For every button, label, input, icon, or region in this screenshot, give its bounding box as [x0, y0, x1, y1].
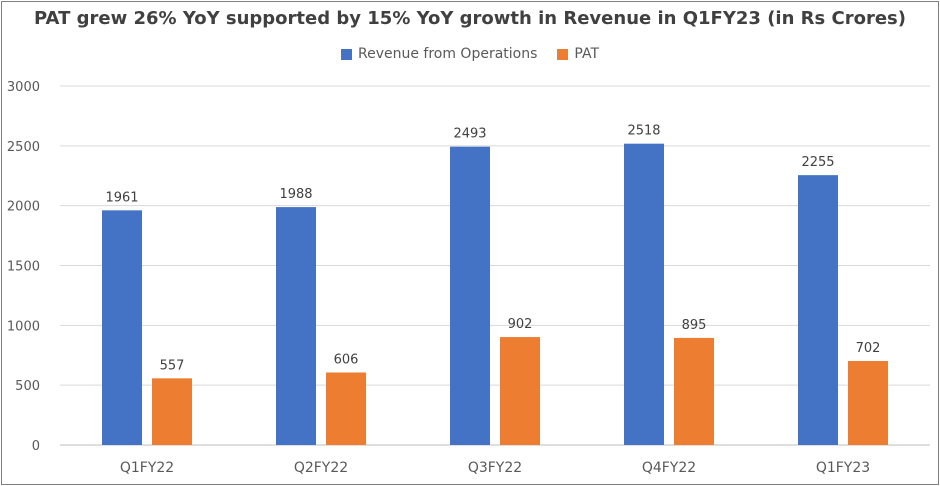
data-label-revenue: 1961 [105, 190, 138, 205]
bar-revenue [276, 207, 316, 445]
legend-swatch-pat [557, 48, 569, 60]
chart-legend: Revenue from Operations PAT [0, 46, 940, 62]
bar-pat [674, 337, 714, 445]
data-label-pat: 895 [682, 318, 707, 333]
x-tick-label: Q1FY22 [120, 460, 174, 476]
data-label-revenue: 1988 [279, 187, 312, 202]
data-label-revenue: 2255 [801, 155, 834, 170]
y-tick-label: 1000 [7, 319, 40, 334]
bar-pat [848, 360, 888, 445]
y-tick-label: 2500 [7, 140, 40, 155]
bar-pat [500, 337, 540, 445]
legend-item-revenue: Revenue from Operations [340, 46, 538, 62]
data-label-pat: 702 [856, 341, 881, 356]
bar-revenue [102, 210, 142, 445]
data-label-revenue: 2493 [453, 127, 486, 142]
legend-label-pat: PAT [574, 46, 599, 62]
x-tick-label: Q4FY22 [642, 460, 696, 476]
bar-pat [152, 378, 192, 445]
y-tick-label: 0 [32, 439, 40, 454]
data-label-pat: 902 [508, 317, 533, 332]
legend-item-pat: PAT [557, 46, 599, 62]
y-tick-label: 500 [15, 379, 40, 394]
data-label-revenue: 2518 [627, 124, 660, 139]
chart-title: PAT grew 26% YoY supported by 15% YoY gr… [34, 8, 906, 29]
bar-revenue [450, 146, 490, 445]
legend-label-revenue: Revenue from Operations [357, 46, 538, 62]
y-tick-label: 1500 [7, 260, 40, 275]
x-tick-label: Q1FY23 [816, 460, 870, 476]
y-tick-label: 3000 [7, 80, 40, 95]
bar-pat [326, 372, 366, 445]
bar-revenue [798, 175, 838, 445]
x-tick-label: Q2FY22 [294, 460, 348, 476]
legend-swatch-revenue [340, 48, 352, 60]
data-label-pat: 606 [334, 352, 359, 367]
data-label-pat: 557 [160, 358, 185, 373]
bar-revenue [624, 143, 664, 446]
x-tick-label: Q3FY22 [468, 460, 522, 476]
y-tick-label: 2000 [7, 200, 40, 215]
